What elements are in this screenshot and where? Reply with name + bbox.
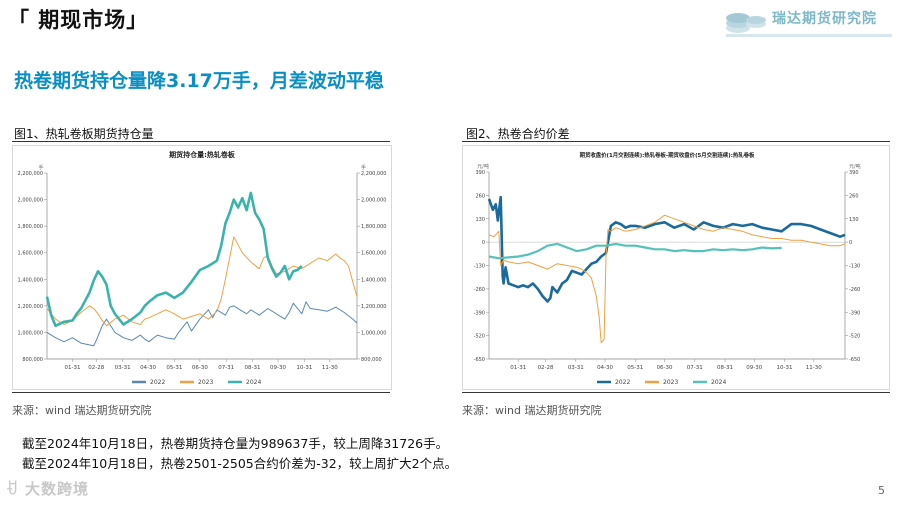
legend-label: 2024 <box>711 379 726 386</box>
legend-label: 2024 <box>246 379 261 386</box>
y-tick-label: 1,400,000 <box>18 277 43 283</box>
y-tick-label-right: 0 <box>849 240 852 246</box>
x-tick-label: 04-30 <box>597 365 613 371</box>
y-tick-label: 2,000,000 <box>18 198 43 204</box>
section-title: 「 期现市场」 <box>8 8 149 32</box>
y-tick-label-right: 130 <box>849 217 859 223</box>
y-unit-left: 元/吨 <box>477 163 489 170</box>
y-tick-label-right: -520 <box>849 334 860 340</box>
figure1-source: 来源：wind 瑞达期货研究院 <box>12 404 152 417</box>
x-tick-label: 06-30 <box>657 365 673 371</box>
x-tick-label: 05-31 <box>166 365 182 371</box>
series-line-2023 <box>46 236 358 327</box>
y-tick-label: 390 <box>475 170 485 176</box>
series-line-2024 <box>45 191 303 328</box>
x-tick-label: 03-31 <box>568 365 584 371</box>
brand-logo <box>722 2 894 36</box>
page-number: 5 <box>878 484 885 497</box>
x-tick-label: 02-28 <box>538 365 554 371</box>
y-unit-right: 元/吨 <box>849 163 861 170</box>
figure1-caption: 图1、热轧卷板期货持仓量 <box>14 127 154 141</box>
chart-title: 期货持仓量:热轧卷板 <box>169 150 236 159</box>
y-tick-label-right: 260 <box>849 193 859 199</box>
x-tick-label: 11-30 <box>322 365 338 371</box>
series-line-2023 <box>488 214 846 344</box>
y-tick-label-right: 1,600,000 <box>361 251 386 257</box>
x-tick-label: 10-31 <box>777 365 793 371</box>
x-tick-label: 05-31 <box>627 365 643 371</box>
y-tick-label: -390 <box>474 310 485 316</box>
x-tick-label: 01-31 <box>510 365 526 371</box>
legend-label: 2022 <box>615 379 630 386</box>
y-tick-label-right: -260 <box>849 287 860 293</box>
y-tick-label-right: 390 <box>849 170 859 176</box>
x-tick-label: 07-31 <box>687 365 703 371</box>
figure2-divider <box>462 141 890 142</box>
figure1-divider <box>12 141 390 142</box>
y-tick-label: 1,800,000 <box>18 224 43 230</box>
legend-label: 2023 <box>198 379 213 386</box>
brand-name: 瑞达期货研究院 <box>772 11 877 27</box>
coin-stack-icon <box>726 13 766 33</box>
figure2-chart-frame: 期货收盘价(1月交割连续):热轧卷板-期货收盘价(5月交割连续):热轧卷板元/吨… <box>462 145 890 390</box>
figure1-chart-frame: 期货持仓量:热轧卷板手 手 800,000 800,000 1,000,000 1,000… <box>12 145 392 390</box>
x-tick-label: 02-28 <box>88 365 104 371</box>
legend-label: 2022 <box>150 379 165 386</box>
legend-label: 2023 <box>663 379 678 386</box>
watermark-icon: ꀀ <box>6 480 19 498</box>
y-tick-label-right: -130 <box>849 264 860 270</box>
y-unit-left: 手 <box>38 164 43 171</box>
x-tick-label: 11-30 <box>806 365 822 371</box>
y-tick-label: 130 <box>475 217 485 223</box>
watermark-text: 大数跨境 <box>24 480 89 498</box>
x-tick-label: 10-31 <box>296 365 312 371</box>
summary-line-2: 截至2024年10月18日，热卷2501-2505合约价差为-32，较上周扩大2… <box>22 456 458 471</box>
series-line-2022 <box>46 301 358 347</box>
y-tick-label: 1,000,000 <box>18 330 43 336</box>
figure2-bottom-divider <box>462 392 890 393</box>
x-tick-label: 08-31 <box>717 365 733 371</box>
x-tick-label: 03-31 <box>115 365 131 371</box>
y-tick-label-right: 2,000,000 <box>361 198 386 204</box>
y-unit-right: 手 <box>361 164 366 171</box>
x-tick-label: 08-31 <box>245 365 261 371</box>
y-tick-label-right: -650 <box>849 357 860 363</box>
y-tick-label: 260 <box>475 193 485 199</box>
figure1-bottom-divider <box>12 392 390 393</box>
y-tick-label: -650 <box>474 357 485 363</box>
y-tick-label: 0 <box>482 240 485 246</box>
x-tick-label: 09-30 <box>746 365 762 371</box>
y-tick-label: 1,600,000 <box>18 251 43 257</box>
x-tick-label: 06-30 <box>192 365 208 371</box>
x-tick-label: 07-31 <box>218 365 234 371</box>
brand-underline <box>726 34 892 37</box>
y-tick-label-right: 1,800,000 <box>361 224 386 230</box>
y-tick-label-right: -390 <box>849 310 860 316</box>
y-tick-label: -520 <box>474 334 485 340</box>
y-tick-label-right: 1,000,000 <box>361 330 386 336</box>
chart-title: 期货收盘价(1月交割连续):热轧卷板-期货收盘价(5月交割连续):热轧卷板 <box>580 151 755 159</box>
y-tick-label-right: 800,000 <box>361 357 382 363</box>
x-tick-label: 04-30 <box>140 365 156 371</box>
figure2-caption: 图2、热卷合约价差 <box>466 127 570 141</box>
y-tick-label: -260 <box>474 287 485 293</box>
x-tick-label: 01-31 <box>64 365 80 371</box>
y-tick-label-right: 1,200,000 <box>361 304 386 310</box>
y-tick-label: 800,000 <box>22 357 43 363</box>
watermark: ꀀ 大数跨境 <box>6 478 89 499</box>
y-tick-label: -130 <box>474 264 485 270</box>
series-line-2024 <box>488 242 782 260</box>
y-tick-label-right: 2,200,000 <box>361 171 386 177</box>
summary-line-1: 截至2024年10月18日，热卷期货持仓量为989637手，较上周降31726手… <box>22 436 449 451</box>
page-headline: 热卷期货持仓量降3.17万手，月差波动平稳 <box>14 70 384 92</box>
figure2-chart: 期货收盘价(1月交割连续):热轧卷板-期货收盘价(5月交割连续):热轧卷板元/吨… <box>474 151 861 386</box>
y-tick-label: 1,200,000 <box>18 304 43 310</box>
y-tick-label: 2,200,000 <box>18 171 43 177</box>
figure2-source: 来源：wind 瑞达期货研究院 <box>462 404 602 417</box>
x-tick-label: 09-30 <box>270 365 286 371</box>
y-tick-label-right: 1,400,000 <box>361 277 386 283</box>
